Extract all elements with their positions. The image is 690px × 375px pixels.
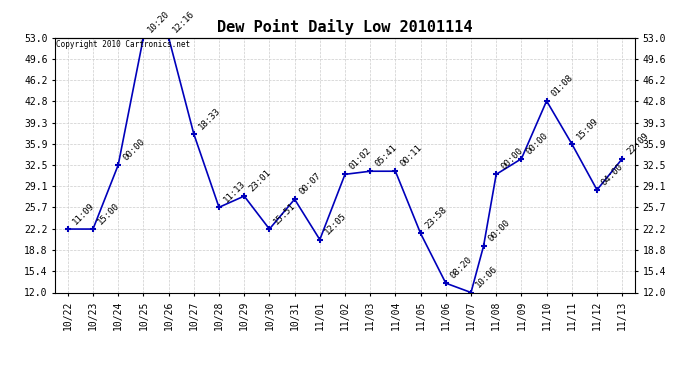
Text: 23:58: 23:58 (424, 205, 448, 231)
Text: 01:08: 01:08 (549, 73, 575, 98)
Text: 15:00: 15:00 (96, 201, 121, 226)
Text: 00:11: 00:11 (398, 143, 424, 168)
Text: 01:02: 01:02 (348, 146, 373, 171)
Text: 00:00: 00:00 (499, 146, 524, 171)
Text: 18:33: 18:33 (197, 106, 222, 131)
Text: 15:51: 15:51 (272, 201, 297, 226)
Text: 00:07: 00:07 (297, 171, 323, 196)
Text: 00:00: 00:00 (121, 137, 146, 162)
Text: 00:00: 00:00 (486, 218, 512, 243)
Text: 00:00: 00:00 (524, 130, 549, 156)
Text: Copyright 2010 Cartronics.net: Copyright 2010 Cartronics.net (56, 40, 190, 49)
Text: 12:05: 12:05 (323, 211, 348, 237)
Text: 05:41: 05:41 (373, 143, 398, 168)
Text: 08:20: 08:20 (448, 255, 474, 280)
Text: 10:20: 10:20 (146, 9, 172, 35)
Text: 22:09: 22:09 (625, 130, 651, 156)
Text: 04:00: 04:00 (600, 162, 625, 187)
Text: 11:09: 11:09 (70, 201, 96, 226)
Text: 23:01: 23:01 (247, 168, 273, 194)
Text: 10:06: 10:06 (474, 264, 499, 290)
Text: 11:13: 11:13 (221, 179, 247, 204)
Title: Dew Point Daily Low 20101114: Dew Point Daily Low 20101114 (217, 19, 473, 35)
Text: 12:16: 12:16 (171, 9, 197, 35)
Text: 15:09: 15:09 (575, 116, 600, 141)
